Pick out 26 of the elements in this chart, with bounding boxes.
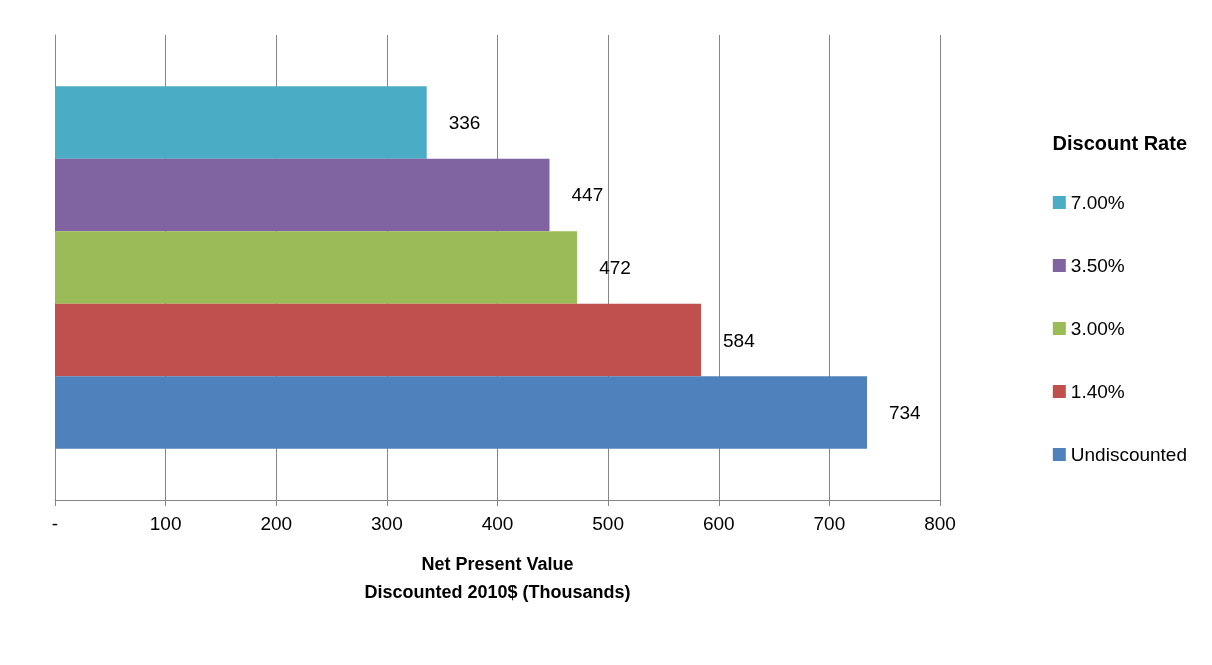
data-label: 472 (599, 257, 631, 278)
x-tick-label: 200 (260, 513, 293, 534)
bar (55, 231, 578, 304)
bar (55, 303, 702, 377)
x-tick-label: 300 (371, 513, 403, 534)
data-label: 584 (723, 329, 756, 351)
x-tick-label: 800 (924, 513, 956, 534)
bar (55, 376, 867, 449)
legend-label: 3.00% (1070, 318, 1125, 339)
bar (55, 86, 427, 159)
legend-label: 7.00% (1070, 192, 1125, 213)
data-label: 447 (571, 184, 604, 206)
x-tick-label: 400 (481, 513, 514, 534)
x-tick-label: 500 (592, 513, 624, 534)
legend-label: Undiscounted (1070, 444, 1188, 465)
x-tick-label: 600 (702, 513, 735, 534)
legend-label: 3.50% (1070, 255, 1125, 276)
x-tick-label: - (51, 513, 59, 534)
x-tick-label: 700 (813, 513, 846, 534)
bar (55, 158, 550, 232)
x-tick-label: 100 (149, 513, 182, 534)
data-label: 734 (888, 402, 922, 424)
x-axis-title: Net Present Value Discounted 2010$ (Thousands) (364, 554, 631, 602)
legend-label: 1.40% (1070, 381, 1125, 402)
legend-title: Discount Rate (1052, 132, 1188, 154)
data-label: 336 (448, 111, 481, 133)
